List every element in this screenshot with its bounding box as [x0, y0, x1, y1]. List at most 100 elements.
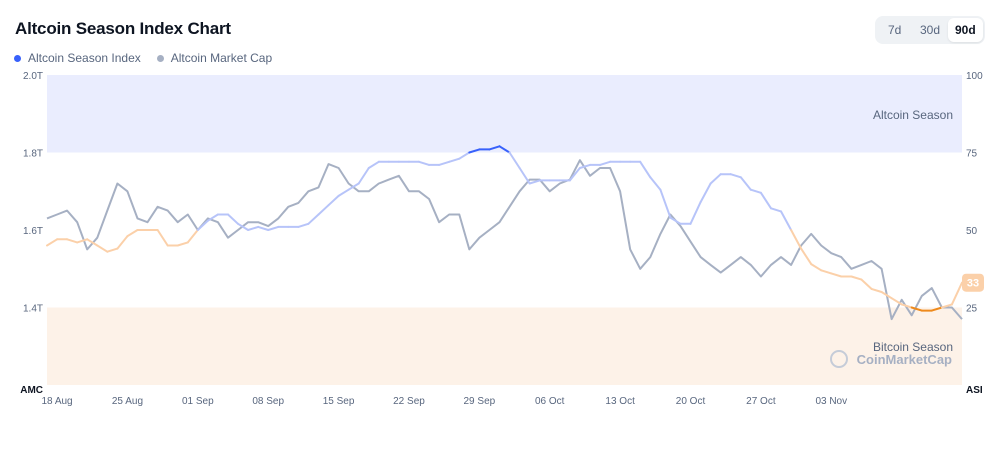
- altcoin-season-index-segment: [317, 204, 330, 216]
- altcoin-season-index-segment: [438, 160, 451, 166]
- altcoin-season-index-segment: [196, 219, 209, 231]
- altcoin-season-index-segment: [498, 145, 511, 154]
- altcoin-season-index-segment: [659, 188, 672, 219]
- altcoin-season-index-segment: [790, 229, 803, 250]
- altcoin-season-index-segment: [458, 151, 471, 160]
- watermark-logo-icon: [830, 350, 848, 368]
- altcoin-season-index-segment: [800, 247, 813, 266]
- x-tick-label: 15 Sep: [323, 396, 355, 407]
- altcoin-season-index-segment: [759, 191, 772, 210]
- altcoin-season-index-segment: [528, 179, 541, 185]
- legend-dot-amc: [156, 54, 164, 62]
- altcoin-season-index-segment: [930, 306, 943, 312]
- x-tick-label: 20 Oct: [676, 396, 706, 407]
- altcoin-season-index-segment: [86, 238, 99, 247]
- chart-legend: Altcoin Season Index Altcoin Market Cap: [14, 51, 272, 65]
- altcoin-season-index-segment: [247, 225, 260, 231]
- legend-item-amc[interactable]: Altcoin Market Cap: [156, 51, 273, 65]
- altcoin-season-index-segment: [116, 235, 129, 250]
- left-axis-label: AMC: [20, 385, 43, 396]
- altcoin-season-index-segment: [347, 182, 360, 191]
- altcoin-season-index-segment: [518, 167, 531, 185]
- altcoin-season-index-segment: [749, 188, 762, 194]
- page-title: Altcoin Season Index Chart: [15, 19, 231, 38]
- altcoin-season-index-segment: [307, 213, 320, 225]
- altcoin-season-index-segment: [669, 216, 682, 225]
- altcoin-season-index-segment: [639, 160, 652, 179]
- altcoin-season-index-segment: [508, 151, 521, 169]
- altcoin-season-index-segment: [46, 238, 59, 247]
- legend-dot-asi: [14, 54, 21, 62]
- legend-label-asi: Altcoin Season Index: [28, 51, 141, 65]
- altcoin-season-index-segment: [770, 207, 782, 213]
- altcoin-season-index-segment: [488, 145, 501, 151]
- altcoin-season-index-segment: [267, 225, 280, 231]
- right-tick-label: 100: [966, 71, 983, 82]
- altcoin-season-label: Altcoin Season: [873, 108, 953, 122]
- altcoin-season-index-segment: [367, 160, 380, 169]
- altcoin-season-index-segment: [830, 272, 843, 278]
- altcoin-season-index-segment: [337, 188, 350, 197]
- altcoin-season-index-segment: [448, 157, 461, 163]
- x-tick-label: 08 Sep: [252, 396, 284, 407]
- legend-label-amc: Altcoin Market Cap: [170, 51, 273, 65]
- coinmarketcap-watermark: CoinMarketCap: [830, 350, 952, 368]
- altcoin-season-index-segment: [578, 163, 591, 169]
- altcoin-season-index-segment: [880, 291, 893, 300]
- altcoin-season-index-segment: [649, 176, 662, 191]
- altcoin-season-index-segment: [599, 160, 612, 166]
- altcoin-market-cap-line: [46, 159, 963, 321]
- altcoin-season-index-segment: [900, 303, 913, 309]
- current-value-badge: [962, 273, 984, 292]
- right-axis-label: ASI: [966, 385, 983, 396]
- altcoin-season-index-segment: [227, 213, 239, 225]
- altcoin-season-index-segment: [709, 173, 722, 185]
- altcoin-season-index-segment: [357, 167, 370, 185]
- range-30d-button[interactable]: 30d: [919, 23, 940, 37]
- altcoin-season-index-segment: [176, 241, 189, 247]
- left-tick-label: 2.0T: [23, 71, 43, 82]
- altcoin-season-index-segment: [739, 176, 752, 191]
- altcoin-season-index-segment: [96, 244, 109, 253]
- range-90d-button[interactable]: 90d: [947, 18, 983, 42]
- right-tick-label: 50: [966, 226, 978, 237]
- x-tick-label: 27 Oct: [746, 396, 776, 407]
- altcoin-season-index-segment: [237, 222, 250, 231]
- time-range-selector: 7d 30d 90d: [875, 16, 985, 44]
- altcoin-season-index-segment: [810, 263, 823, 272]
- bitcoin-season-zone: [47, 307, 962, 385]
- altcoin-season-index-segment: [820, 269, 833, 275]
- bitcoin-season-label: Bitcoin Season: [873, 340, 953, 354]
- left-tick-label: 1.4T: [23, 304, 43, 315]
- altcoin-season-index-segment: [780, 210, 793, 231]
- altcoin-season-index-segment: [327, 194, 340, 207]
- x-tick-label: 25 Aug: [112, 396, 143, 407]
- x-tick-label: 22 Sep: [393, 396, 425, 407]
- altcoin-season-index-segment: [950, 281, 963, 306]
- legend-item-asi[interactable]: Altcoin Season Index: [14, 51, 141, 65]
- altcoin-season-index-segment: [890, 297, 903, 306]
- x-tick-label: 03 Nov: [815, 396, 847, 407]
- altcoin-season-index-segment: [940, 303, 953, 309]
- altcoin-season-zone: [47, 75, 962, 153]
- altcoin-season-index-segment: [297, 222, 310, 228]
- x-tick-label: 06 Oct: [535, 396, 565, 407]
- left-tick-label: 1.6T: [23, 226, 43, 237]
- right-tick-label: 25: [966, 304, 978, 315]
- altcoin-season-index-segment: [418, 160, 431, 166]
- altcoin-season-index-segment: [66, 238, 79, 244]
- range-7d-button[interactable]: 7d: [887, 23, 902, 37]
- right-tick-label: 75: [966, 149, 978, 160]
- altcoin-season-index-segment: [729, 173, 742, 179]
- altcoin-season-index-segment: [568, 167, 581, 182]
- altcoin-season-index-segment: [699, 182, 712, 204]
- x-tick-label: 18 Aug: [41, 396, 72, 407]
- current-value-badge-text: 33: [967, 278, 979, 290]
- altcoin-season-index-segment: [126, 229, 139, 238]
- x-tick-label: 01 Sep: [182, 396, 214, 407]
- altcoin-season-index-segment: [257, 225, 270, 231]
- altcoin-season-index-segment: [689, 201, 702, 225]
- altcoin-season-index-segment: [910, 306, 923, 312]
- altcoin-season-index-segment: [860, 278, 873, 290]
